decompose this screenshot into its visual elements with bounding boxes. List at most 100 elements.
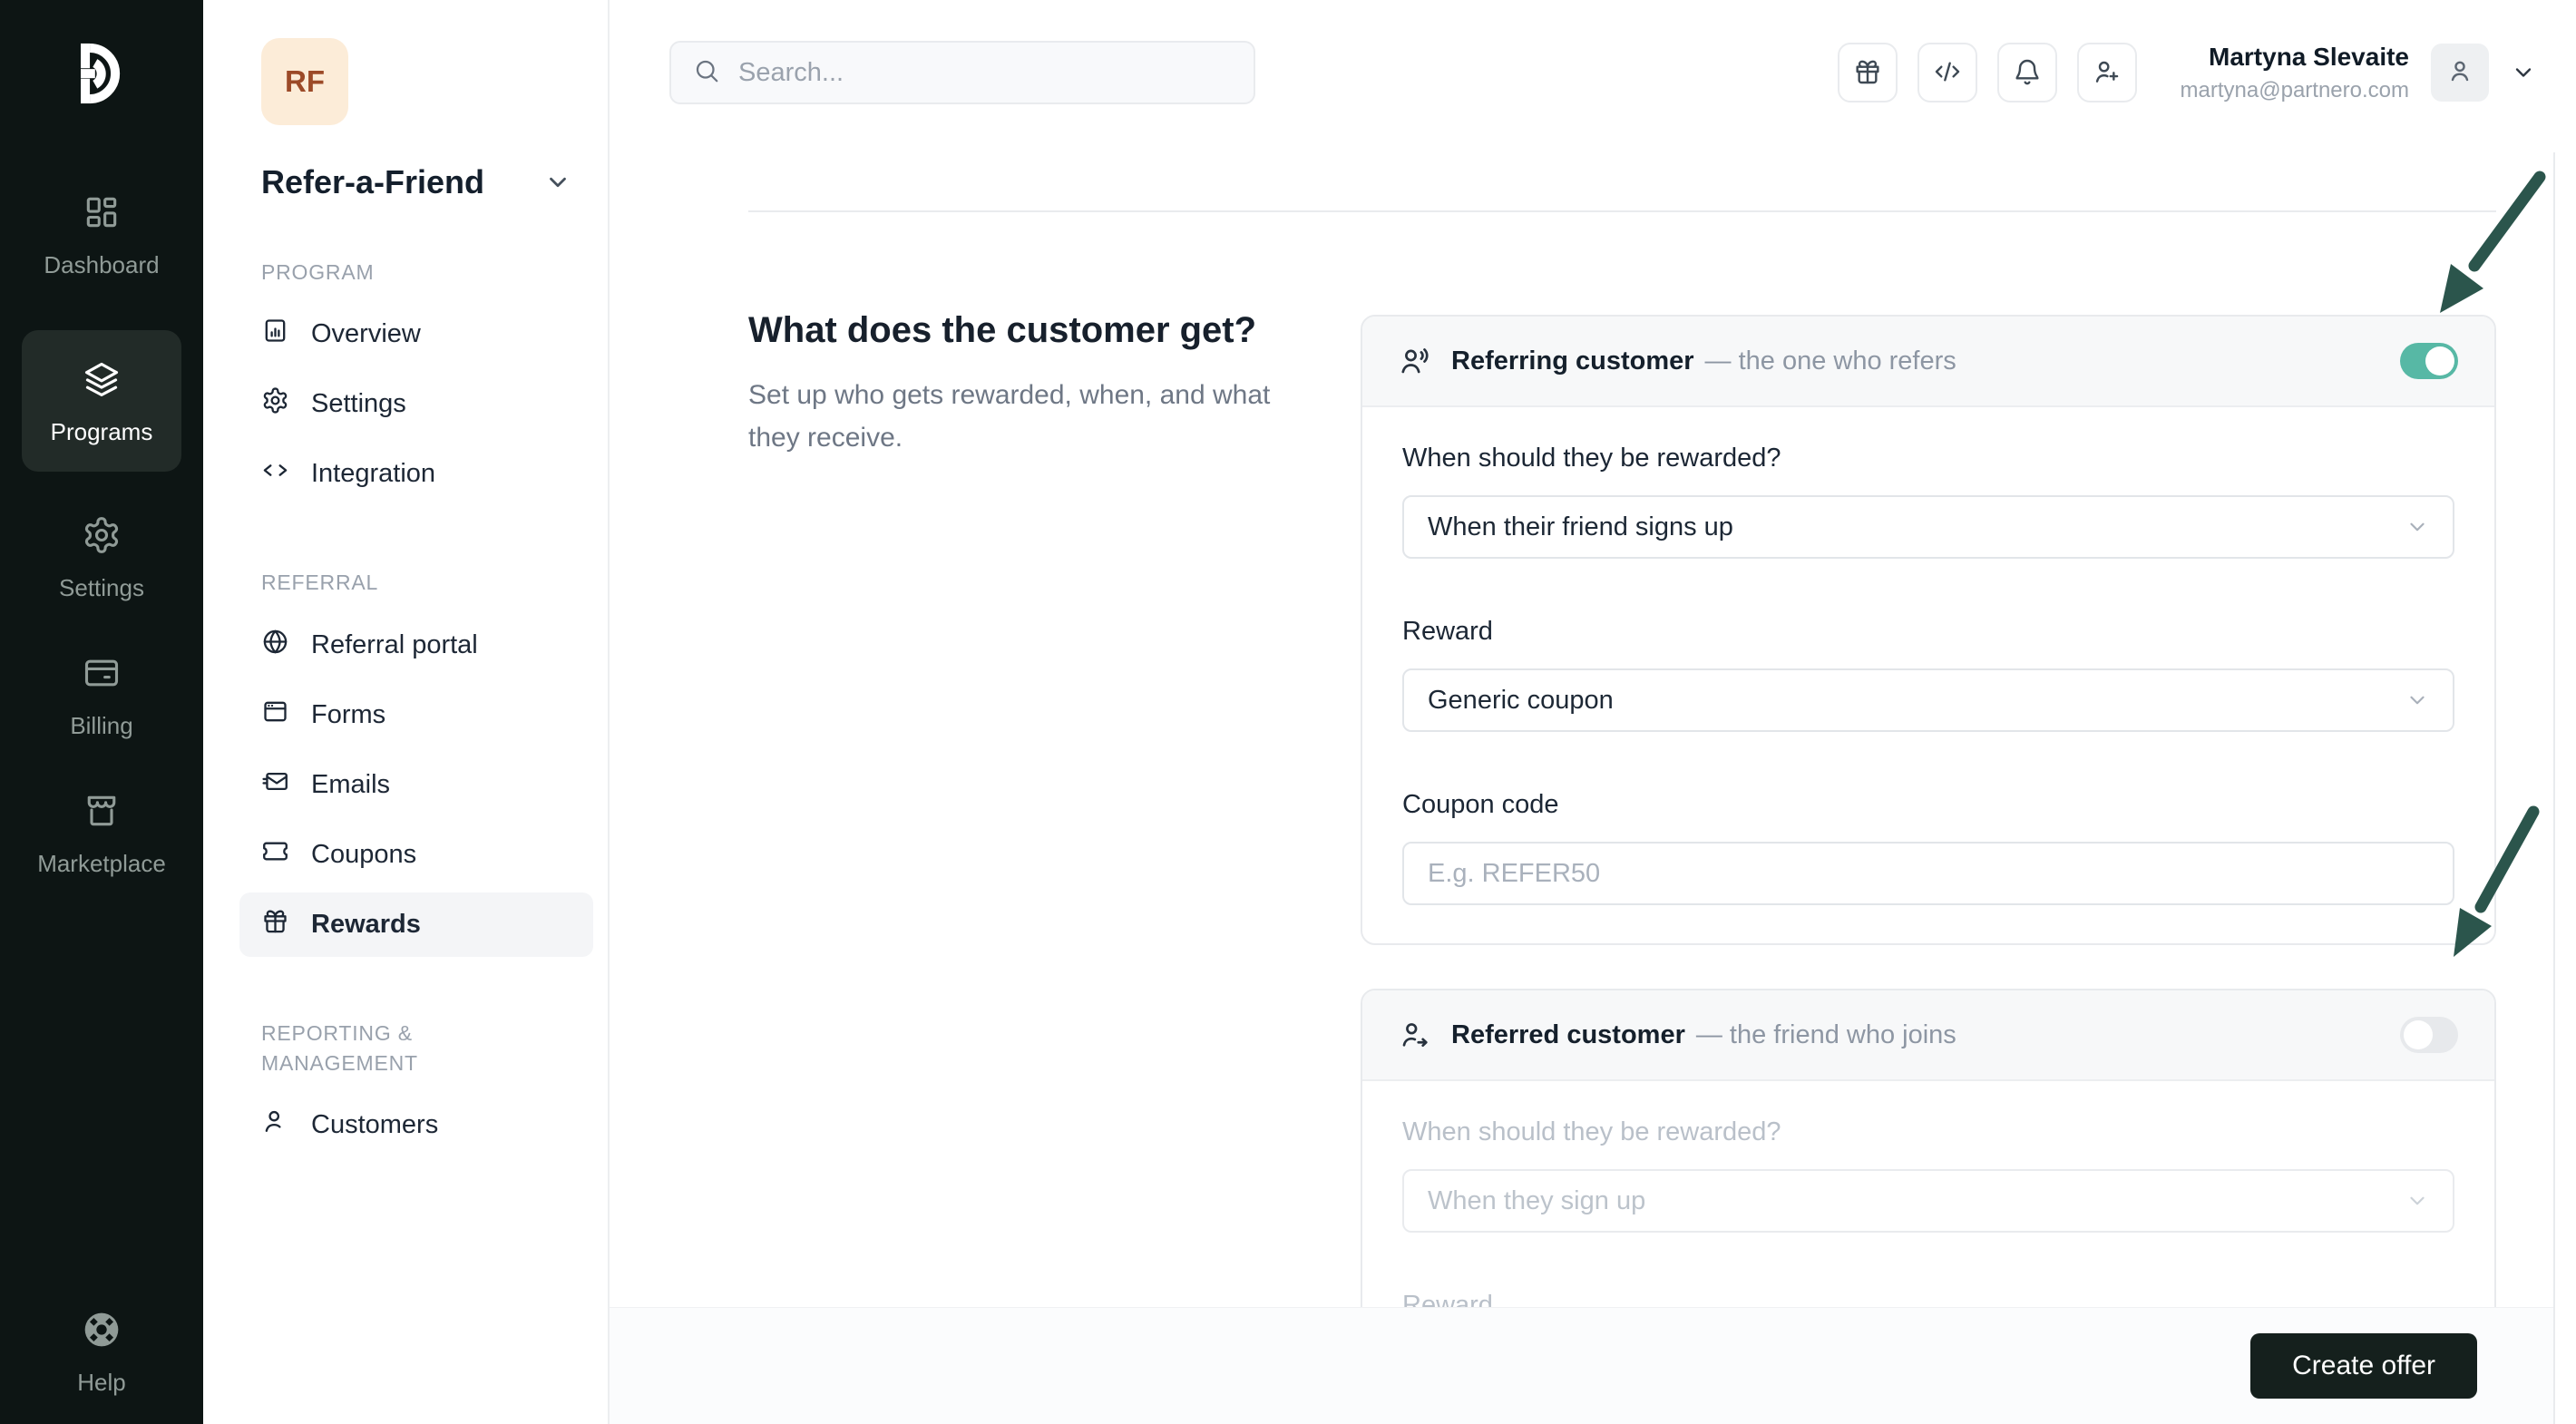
subnav-item-settings[interactable]: Settings <box>239 372 593 436</box>
user-icon <box>261 1107 289 1143</box>
avatar <box>2431 44 2489 102</box>
search-box[interactable] <box>669 41 1255 104</box>
field-label: Coupon code <box>1402 790 1559 819</box>
panel-title: Referred customer <box>1451 1019 1685 1049</box>
referring-customer-panel: Referring customer — the one who refers … <box>1361 315 2496 945</box>
primary-sidebar: Dashboard Programs Settings <box>0 0 203 1424</box>
layers-icon <box>82 359 122 405</box>
user-voice-icon <box>1401 348 1429 374</box>
section-label-referral: REFERRAL <box>261 571 379 595</box>
sidebar-item-label: Help <box>77 1369 126 1396</box>
subnav-item-forms[interactable]: Forms <box>239 683 593 747</box>
storefront-icon <box>82 791 122 837</box>
toggle-knob <box>2404 1020 2433 1049</box>
section-intro: What does the customer get? Set up who g… <box>748 310 1293 459</box>
program-name: Refer-a-Friend <box>261 163 485 200</box>
create-offer-button[interactable]: Create offer <box>2250 1333 2477 1399</box>
partnero-logo[interactable] <box>60 31 143 116</box>
chevron-down-icon <box>544 169 571 196</box>
sidebar-item-dashboard[interactable]: Dashboard <box>44 192 160 279</box>
sidebar-item-label: Billing <box>70 712 133 739</box>
subnav-item-label: Overview <box>311 319 421 349</box>
rewards-quick-button[interactable] <box>1837 43 1898 102</box>
subnav-item-coupons[interactable]: Coupons <box>239 823 593 887</box>
program-switcher[interactable]: Refer-a-Friend <box>261 163 571 201</box>
section-label-program: PROGRAM <box>261 260 375 284</box>
section-divider <box>748 210 2496 212</box>
subnav-item-label: Settings <box>311 389 406 419</box>
dashboard-grid-icon <box>82 192 122 239</box>
gift-icon <box>1853 57 1882 89</box>
mail-send-icon <box>261 767 289 803</box>
subnav-item-rewards[interactable]: Rewards <box>239 892 593 957</box>
subnav-item-referral-portal[interactable]: Referral portal <box>239 613 593 678</box>
integration-quick-button[interactable] <box>1917 43 1977 102</box>
search-icon <box>693 57 720 89</box>
notifications-button[interactable] <box>1996 43 2057 102</box>
chevron-down-icon <box>2410 696 2425 705</box>
referring-customer-body: When should they be rewarded? When their… <box>1362 407 2494 943</box>
page-content: What does the customer get? Set up who g… <box>610 145 2576 1424</box>
select-value: When their friend signs up <box>1428 512 1733 541</box>
bell-icon <box>2013 57 2042 89</box>
life-buoy-icon <box>82 1310 122 1356</box>
credit-card-icon <box>82 653 122 699</box>
gear-icon <box>82 515 122 561</box>
select-value: Generic coupon <box>1428 685 1614 715</box>
invite-user-button[interactable] <box>2076 43 2137 102</box>
sidebar-item-billing[interactable]: Billing <box>70 653 133 740</box>
primary-nav: Dashboard Programs Settings <box>0 192 203 929</box>
sidebar-item-settings[interactable]: Settings <box>59 515 144 602</box>
subnav-item-overview[interactable]: Overview <box>239 302 593 366</box>
reward-timing-select[interactable]: When their friend signs up <box>1402 495 2454 559</box>
reward-type-select[interactable]: Generic coupon <box>1402 668 2454 732</box>
subnav-item-label: Referral portal <box>311 629 478 659</box>
user-icon <box>2445 56 2474 90</box>
bar-chart-doc-icon <box>261 317 289 352</box>
field-label: Reward <box>1402 617 1493 646</box>
sidebar-item-marketplace[interactable]: Marketplace <box>37 791 166 878</box>
topbar: Martyna Slevaite martyna@partnero.com <box>610 0 2576 145</box>
referred-customer-header: Referred customer — the friend who joins <box>1362 990 2494 1081</box>
panel-subtitle: — the one who refers <box>1704 346 1956 376</box>
sidebar-item-label: Settings <box>59 574 144 601</box>
subnav-item-label: Coupons <box>311 839 417 869</box>
sidebar-item-label: Dashboard <box>44 251 160 278</box>
select-value: When they sign up <box>1428 1185 1646 1215</box>
reward-panels: Referring customer — the one who refers … <box>1361 315 2496 1424</box>
subnav-item-label: Rewards <box>311 909 421 939</box>
chevron-down-icon <box>2410 1196 2425 1205</box>
subnav-item-customers[interactable]: Customers <box>239 1093 593 1157</box>
user-info: Martyna Slevaite martyna@partnero.com <box>2181 43 2409 103</box>
panel-title: Referring customer <box>1451 346 1694 376</box>
toggle-knob <box>2425 346 2454 376</box>
referred-customer-toggle[interactable] <box>2400 1017 2458 1053</box>
chevron-down-icon <box>2511 60 2536 85</box>
referring-customer-toggle[interactable] <box>2400 343 2458 379</box>
subnav-item-integration[interactable]: Integration <box>239 442 593 506</box>
sidebar-item-help[interactable]: Help <box>77 1310 126 1397</box>
field-label: When should they be rewarded? <box>1402 1117 1781 1146</box>
field-label: When should they be rewarded? <box>1402 444 1781 473</box>
main-area: Martyna Slevaite martyna@partnero.com <box>610 0 2576 1424</box>
program-sidebar: RF Refer-a-Friend PROGRAM Overview Setti… <box>203 0 610 1424</box>
page-description: Set up who gets rewarded, when, and what… <box>748 380 1271 453</box>
section-label-reporting: REPORTING & MANAGEMENT <box>261 1020 418 1076</box>
subnav-item-emails[interactable]: Emails <box>239 753 593 817</box>
program-avatar: RF <box>261 38 348 125</box>
code-icon <box>261 456 289 492</box>
user-email: martyna@partnero.com <box>2180 77 2409 102</box>
gear-icon <box>261 386 289 422</box>
user-menu[interactable]: Martyna Slevaite martyna@partnero.com <box>2181 43 2536 103</box>
search-input[interactable] <box>738 57 1232 88</box>
sidebar-item-programs[interactable]: Programs <box>22 330 181 472</box>
subnav-item-label: Emails <box>311 769 391 799</box>
chevron-down-icon <box>2410 522 2425 532</box>
reward-timing-select-disabled[interactable]: When they sign up <box>1402 1169 2454 1233</box>
code-slash-icon <box>1933 57 1962 89</box>
subnav-item-label: Customers <box>311 1110 439 1140</box>
ticket-icon <box>261 837 289 873</box>
subnav-item-label: Forms <box>311 699 386 729</box>
coupon-code-input[interactable] <box>1402 842 2454 905</box>
sidebar-item-label: Marketplace <box>37 850 166 877</box>
